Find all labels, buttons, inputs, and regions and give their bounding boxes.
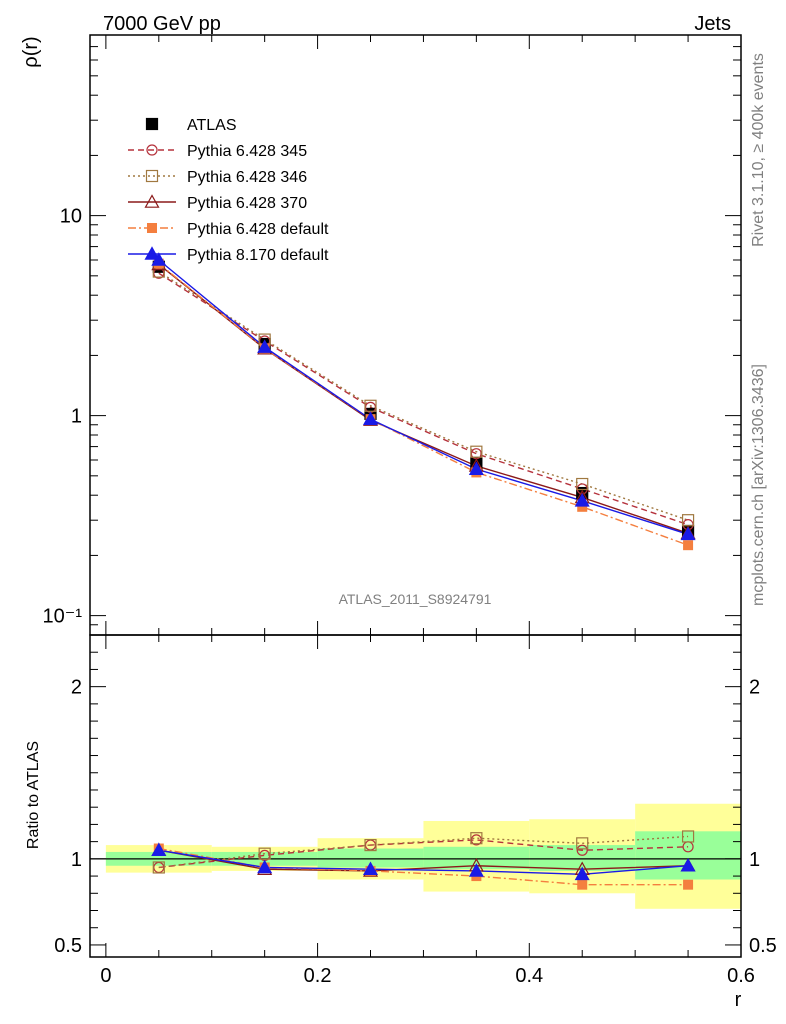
data-point	[468, 461, 484, 475]
data-point	[362, 411, 379, 425]
ratio-data-point	[576, 837, 589, 850]
x-tick-label: 0.2	[304, 965, 332, 987]
legend-marker	[146, 144, 158, 156]
series-line	[158, 259, 689, 535]
data-point	[680, 526, 696, 541]
ratio-data-point	[576, 844, 588, 856]
ratio-data-point	[257, 859, 273, 874]
ratio-y-tick-label: 2	[71, 677, 82, 699]
ratio-series-line	[158, 849, 689, 872]
ratio-data-point	[680, 858, 696, 872]
data-point	[574, 493, 590, 507]
legend-entry: ATLAS	[187, 117, 237, 134]
series-line	[158, 272, 689, 526]
header-left-title: 7000 GeV pp	[103, 13, 221, 35]
mcplots-label: mcplots.cern.ch [arXiv:1306.3436]	[750, 364, 767, 606]
ratio-data-point	[151, 842, 167, 857]
ratio-plot-panel: 0.5 0.5 1 1 2 2 0 0.2 0.4 0.6	[54, 634, 777, 987]
ratio-y-tick-label-right: 2	[749, 677, 760, 699]
legend-entry: Pythia 6.428 370	[187, 195, 307, 212]
header-right-title: Jets	[694, 13, 731, 35]
ratio-y-tick-label: 1	[71, 849, 82, 871]
ratio-data-point	[152, 861, 165, 874]
ratio-series-line	[158, 839, 689, 869]
ratio-series-line	[158, 847, 689, 886]
x-tick-label: 0.4	[515, 965, 543, 987]
analysis-tag: ATLAS_2011_S8924791	[339, 591, 492, 607]
ratio-band-inner	[423, 846, 530, 870]
main-y-tick-label: 10⁻¹	[43, 606, 83, 628]
ratio-y-axis-label: Ratio to ATLAS	[25, 741, 42, 849]
ratio-data-point	[468, 863, 484, 877]
ratio-data-point	[470, 832, 483, 845]
ratio-data-point	[574, 866, 590, 881]
ratio-data-point	[683, 879, 694, 890]
ratio-band-inner	[317, 848, 424, 868]
main-y-tick-label: 1	[71, 406, 82, 428]
series-line	[158, 263, 689, 546]
legend-entry: Pythia 8.170 default	[187, 247, 329, 264]
legend-entry: Pythia 6.428 default	[187, 221, 329, 238]
ratio-y-tick-label-right: 0.5	[749, 935, 777, 957]
x-axis-label: r	[735, 989, 742, 1011]
legend-entry: Pythia 6.428 346	[187, 169, 307, 186]
rivet-label: Rivet 3.1.10, ≥ 400k events	[750, 53, 767, 247]
main-plot-panel: 10⁻¹ 1 10 ATLAS Pythia 6.428 345 Pythia 6.428…	[43, 34, 742, 636]
legend-marker	[145, 117, 159, 131]
ratio-y-tick-label-right: 1	[749, 849, 760, 871]
main-y-axis-label: ρ(r)	[20, 36, 42, 67]
data-point	[257, 339, 273, 353]
ratio-data-point	[364, 838, 377, 852]
ratio-data-point	[577, 879, 588, 890]
data-point	[470, 445, 483, 458]
ratio-y-tick-label: 0.5	[54, 935, 82, 957]
ratio-series-line	[158, 849, 689, 876]
ratio-band-inner	[635, 831, 741, 880]
legend-marker	[144, 194, 160, 208]
data-point	[576, 477, 589, 491]
legend-marker	[147, 223, 157, 233]
series-line	[158, 270, 689, 521]
x-tick-label: 0.6	[727, 965, 755, 987]
main-y-tick-label: 10	[60, 206, 82, 228]
legend-marker	[144, 246, 160, 260]
data-point	[683, 540, 694, 551]
ratio-data-point	[258, 847, 271, 860]
ratio-data-point	[681, 830, 695, 843]
ratio-series-line	[158, 835, 689, 869]
ratio-data-point	[362, 861, 379, 875]
x-tick-label: 0	[100, 965, 111, 987]
series-line	[158, 263, 689, 534]
ratio-frame	[89, 634, 742, 958]
legend-entry: Pythia 6.428 345	[187, 143, 307, 160]
legend-marker	[145, 169, 159, 183]
data-point	[364, 399, 377, 412]
